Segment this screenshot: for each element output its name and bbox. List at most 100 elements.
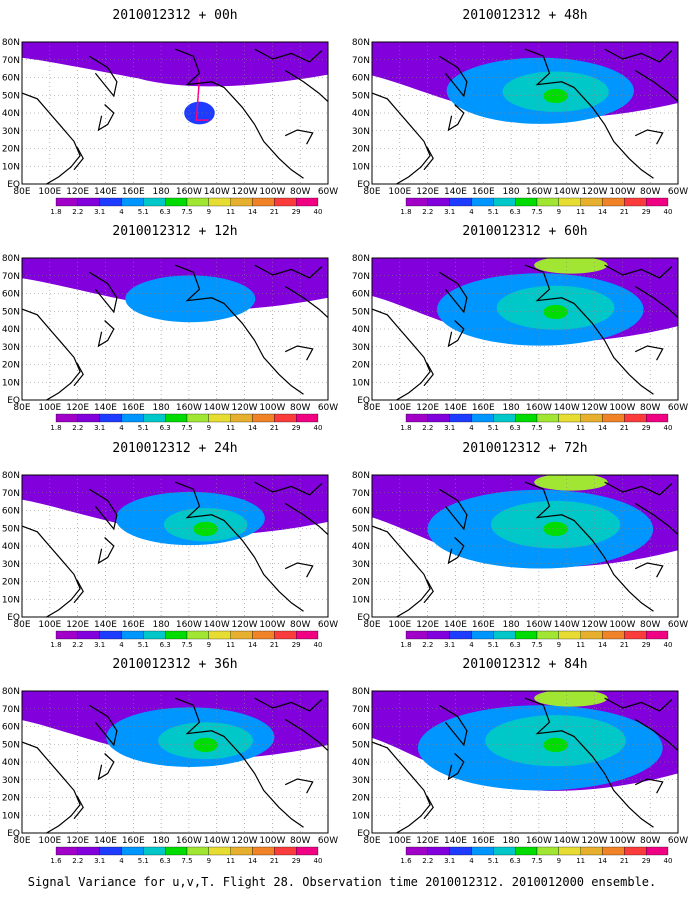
coastline — [284, 718, 328, 752]
colorbar-swatch — [99, 197, 122, 207]
lon-tick-label: 120W — [582, 403, 608, 413]
variance-contour — [193, 737, 218, 753]
colorbar-swatch — [208, 630, 231, 640]
lon-tick-label: 160W — [526, 187, 552, 197]
map-panel-24h: 2010012312 + 24h 80E 100E 120E 140E 160E 180 16… — [2, 441, 338, 649]
coastline — [604, 481, 673, 496]
coastline — [88, 488, 118, 531]
lon-tick-label: 180 — [502, 836, 519, 846]
colorbar-swatch — [208, 846, 231, 856]
colorbar-label: 9 — [557, 208, 561, 216]
panel-title: 2010012312 + 36h — [112, 657, 237, 672]
coastline — [524, 697, 654, 828]
lat-tick-label: 80N — [2, 687, 20, 697]
colorbar-swatch — [165, 846, 188, 856]
colorbar-label: 14 — [248, 857, 257, 865]
lon-tick-label: 160E — [122, 403, 145, 413]
colorbar-label: 21 — [620, 208, 629, 216]
coastline — [22, 92, 81, 184]
colorbar-swatch — [624, 846, 647, 856]
colorbar-label: 1.8 — [50, 641, 61, 649]
colorbar-swatch — [230, 413, 253, 423]
colorbar-label: 1.8 — [400, 208, 411, 216]
colorbar-swatch — [252, 413, 275, 423]
lat-tick-label: 30N — [2, 776, 20, 786]
colorbar-label: 2.2 — [72, 208, 83, 216]
lon-tick-label: 60W — [318, 187, 338, 197]
colorbar-label: 6.3 — [160, 424, 171, 432]
colorbar-label: 5.1 — [138, 424, 149, 432]
colorbar-label: 9 — [557, 424, 561, 432]
lon-tick-label: 140W — [554, 187, 580, 197]
colorbar-swatch — [536, 413, 559, 423]
colorbar-swatch — [405, 630, 428, 640]
colorbar-label: 14 — [598, 641, 607, 649]
lat-tick-label: 70N — [2, 56, 20, 66]
lon-tick-label: 160W — [526, 403, 552, 413]
colorbar-label: 7.5 — [181, 208, 192, 216]
colorbar-swatch — [427, 197, 450, 207]
colorbar-swatch — [515, 197, 538, 207]
colorbar-swatch — [77, 630, 100, 640]
colorbar-label: 29 — [642, 208, 651, 216]
colorbar-label: 2.2 — [422, 641, 433, 649]
coastline — [524, 481, 654, 612]
coastline — [88, 271, 118, 314]
map-frame — [21, 41, 329, 185]
colorbar-swatch — [143, 413, 166, 423]
lat-tick-label: EQ — [7, 180, 20, 190]
coastline — [284, 562, 314, 578]
colorbar-label: 4 — [469, 857, 474, 865]
colorbar-label: 11 — [226, 208, 235, 216]
coastline — [97, 537, 115, 565]
lon-tick-label: 140E — [444, 403, 467, 413]
lon-tick-label: 100E — [388, 187, 411, 197]
lon-tick-label: 100E — [388, 403, 411, 413]
panel-title: 2010012312 + 12h — [112, 224, 237, 239]
colorbar-label: 29 — [292, 641, 301, 649]
lon-tick-label: 160W — [176, 836, 202, 846]
colorbar-swatch — [449, 630, 472, 640]
colorbar-label: 6.3 — [510, 208, 521, 216]
colorbar-label: 1.6 — [50, 857, 62, 865]
lat-tick-label: 70N — [2, 705, 20, 715]
lon-tick-label: 100W — [609, 620, 635, 630]
colorbar-swatch — [471, 630, 494, 640]
lat-tick-label: 40N — [2, 109, 20, 119]
coastline — [22, 308, 81, 400]
lon-tick-label: 80W — [640, 836, 660, 846]
lon-tick-label: 140W — [204, 187, 230, 197]
variance-contour — [193, 521, 218, 537]
coastline — [634, 778, 664, 794]
variance-contour — [534, 258, 608, 274]
colorbar-swatch — [165, 197, 188, 207]
lon-tick-label: 80E — [363, 620, 380, 630]
lon-tick-label: 160E — [472, 403, 495, 413]
lon-tick-label: 140W — [204, 836, 230, 846]
colorbar-swatch — [230, 846, 253, 856]
coastline — [524, 48, 654, 179]
colorbar-label: 11 — [226, 641, 235, 649]
colorbar-label: 9 — [207, 424, 211, 432]
lon-tick-label: 180 — [152, 187, 169, 197]
lon-tick-label: 80W — [290, 403, 310, 413]
colorbar-swatch — [558, 413, 581, 423]
colorbar-label: 6.3 — [160, 208, 171, 216]
lat-tick-label: 40N — [352, 109, 370, 119]
colorbar-label: 9 — [557, 857, 561, 865]
lon-tick-label: 120W — [582, 836, 608, 846]
colorbar-label: 21 — [270, 857, 279, 865]
coastline — [604, 264, 673, 279]
panel-title: 2010012312 + 60h — [462, 224, 587, 239]
lon-tick-label: 120E — [416, 836, 439, 846]
lon-tick-label: 140W — [204, 620, 230, 630]
colorbar-label: 1.8 — [50, 208, 61, 216]
map-frame — [371, 41, 679, 185]
colorbar-swatch — [471, 413, 494, 423]
lon-tick-label: 160W — [176, 187, 202, 197]
map-panel-60h: 2010012312 + 60h 80E 100E 120E 140E 160E 180 16… — [352, 224, 688, 432]
colorbar-label: 40 — [664, 208, 673, 216]
lat-tick-label: EQ — [7, 396, 20, 406]
colorbar-label: 11 — [226, 857, 235, 865]
coastline — [174, 481, 304, 612]
